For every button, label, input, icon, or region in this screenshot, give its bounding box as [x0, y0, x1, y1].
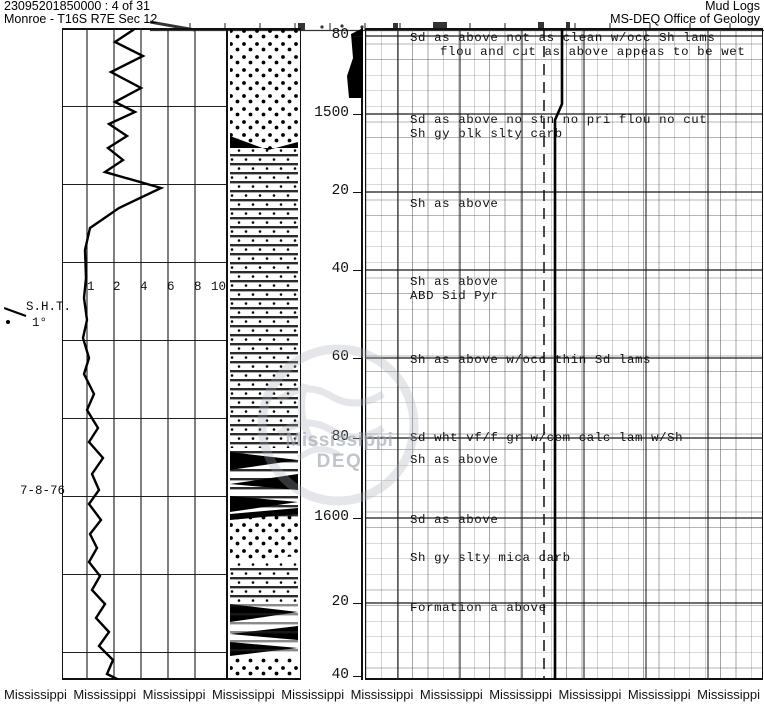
description-line: Sd wht vf/f gr w/cem calc lam w/Sh [410, 431, 684, 445]
sht-label: S.H.T. [26, 300, 72, 314]
depth-tick-mark [353, 438, 363, 440]
depth-tick-mark [353, 676, 363, 678]
gas-scale-10: 10 [211, 280, 227, 294]
depth-label: 20 [331, 594, 349, 610]
depth-label: 20 [331, 183, 349, 199]
gas-scale-6: 6 [167, 280, 175, 294]
lithology-pattern [230, 28, 298, 680]
depth-label: 60 [331, 349, 349, 365]
gas-curve-line [81, 28, 165, 680]
depth-track: 80 1500 20 40 60 80 1600 20 40 [301, 27, 363, 683]
depth-tick-mark [353, 603, 363, 605]
description-line: Formation a above [410, 601, 547, 615]
track-bottom-rule [63, 678, 226, 680]
gas-curve-track: 1 2 4 6 8 10 [62, 28, 227, 680]
footer-watermark-word: Mississippi [73, 686, 137, 702]
description-line: flou and cut as above appeas to be wet [440, 45, 746, 59]
footer-watermark-word: Mississippi [627, 686, 691, 702]
description-line: Sh as above [410, 453, 499, 467]
depth-tick-mark [353, 192, 363, 194]
depth-label: 40 [331, 261, 349, 277]
depth-label: 1600 [314, 509, 349, 525]
lithology-track [227, 28, 301, 680]
description-line: Sh as above [410, 197, 499, 211]
sht-value: 1° [32, 316, 48, 330]
description-line: Sd as above no stn no pri flou no cut [410, 113, 708, 127]
depth-tick-mark [353, 114, 363, 116]
description-line: Sh gy slty mica carb [410, 551, 571, 565]
description-line: Sh as above w/occ thin Sd lams [410, 353, 652, 367]
description-line: Sh gy blk slty carb [410, 127, 563, 141]
depth-tick-mark [353, 518, 363, 520]
description-line: ABD Sid Pyr [410, 289, 499, 303]
page-header: 23095201850000 : 4 of 31 Monroe - T16S R… [0, 0, 764, 26]
depth-tick-mark [353, 358, 363, 360]
desc-rules [366, 28, 762, 680]
depth-track-top-fill [347, 28, 363, 98]
track-top-rule [63, 28, 226, 30]
depth-label: 80 [331, 429, 349, 445]
log-sheet: 1 2 4 6 8 10 S.H.T. 1° 7-8-76 [0, 27, 764, 683]
footer-watermark-word: Mississippi [142, 686, 206, 702]
date-annotation: 7-8-76 [20, 484, 66, 498]
description-track: Sd as above not as clean w/occ Sh lams fl… [365, 28, 763, 680]
sht-arrow-icon [4, 306, 27, 324]
desc-top-rule [366, 28, 762, 30]
depth-label: 1500 [314, 105, 349, 121]
agency-label: MS-DEQ Office of Geology [610, 12, 760, 26]
document-id: 23095201850000 : 4 of 31 [4, 0, 150, 13]
description-line: Sd as above not as clean w/occ Sh lams [410, 31, 716, 45]
gas-scale-2: 2 [113, 280, 121, 294]
gas-scale-8: 8 [194, 280, 202, 294]
footer-watermark-word: Mississippi [281, 686, 345, 702]
depth-label: 40 [331, 667, 349, 683]
footer-watermark-word: Mississippi [697, 686, 760, 702]
description-line: Sh as above [410, 275, 499, 289]
depth-label: 80 [331, 27, 349, 43]
footer-watermark-word: Mississippi [419, 686, 483, 702]
gas-scale-1: 1 [87, 280, 95, 294]
footer-watermark-strip: Mississippi Mississippi Mississippi Mississ… [0, 683, 764, 705]
location-label: Monroe - T16S R7E Sec 12 [4, 12, 158, 26]
gas-scale-4: 4 [140, 280, 148, 294]
description-line: Sd as above [410, 513, 499, 527]
depth-tick-mark [353, 270, 363, 272]
gas-track-vertical-rules [86, 28, 196, 680]
footer-watermark-word: Mississippi [558, 686, 622, 702]
page-title: Mud Logs [705, 0, 760, 13]
footer-watermark-word: Mississippi [4, 686, 67, 702]
desc-bottom-rule [366, 678, 762, 680]
footer-watermark-word: Mississippi [350, 686, 414, 702]
depth-track-rule [361, 28, 363, 680]
footer-watermark-word: Mississippi [211, 686, 275, 702]
depth-tick-mark [353, 36, 363, 38]
footer-watermark-word: Mississippi [489, 686, 553, 702]
